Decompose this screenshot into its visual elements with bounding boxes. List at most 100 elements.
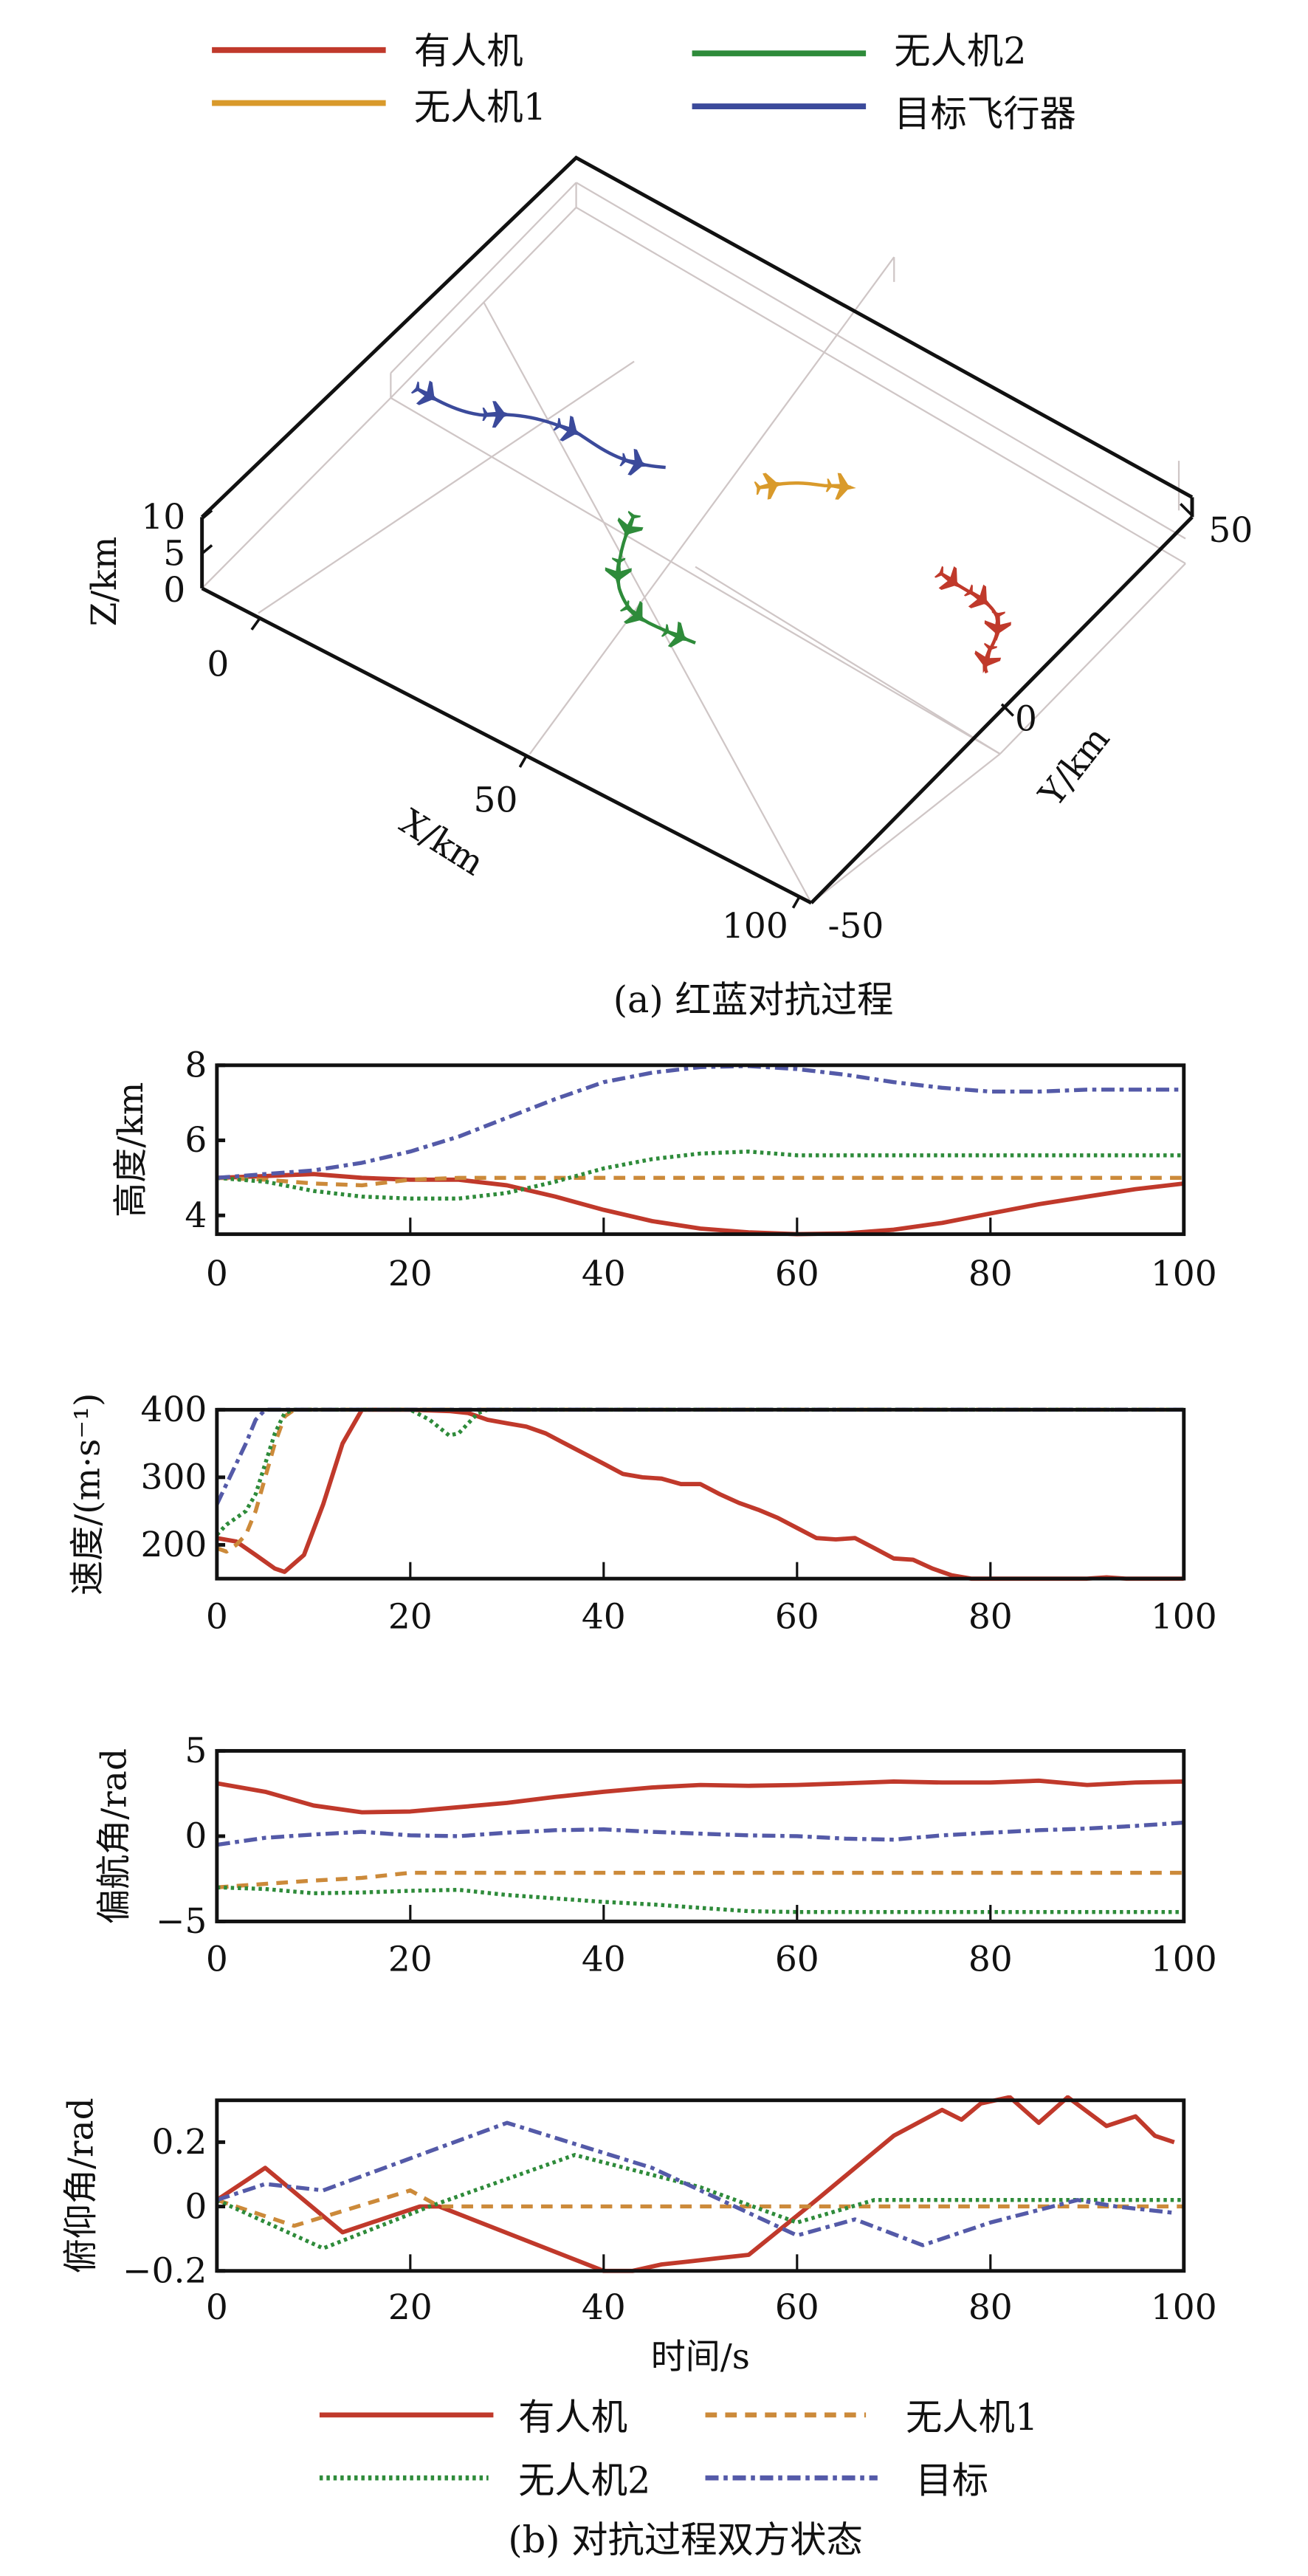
series-line-uav1 [216, 1175, 1184, 1188]
x-tick-label: 0 [206, 2287, 228, 2328]
aircraft-marker-target [619, 448, 650, 475]
aircraft-marker-uav1 [754, 473, 785, 500]
series-line-manned [216, 1172, 1184, 1237]
series-line-target [216, 1064, 1184, 1181]
z-tick-label-0: 0 [163, 570, 185, 611]
x-tick-label: 80 [968, 2287, 1013, 2328]
y-tick-label: 200 [140, 1525, 207, 1565]
aircraft-marker-manned [984, 611, 1011, 642]
y-tick-label: 5 [185, 1731, 207, 1771]
axis-box-back-edges [200, 155, 1194, 519]
y-tick-label-minus50: -50 [828, 906, 884, 947]
plot-frame [215, 1407, 1186, 1581]
y-axis-label: 速度/(m·s⁻¹) [68, 1393, 109, 1596]
series-line-target [216, 2120, 1175, 2247]
x-tick-label: 0 [206, 1940, 228, 1980]
y-tick-label: 0 [185, 2186, 207, 2227]
y-tick-label: 300 [140, 1457, 207, 1498]
x-tick-label: 0 [206, 1254, 228, 1294]
aircraft-marker-target [553, 416, 584, 442]
y-tick-label: 4 [185, 1195, 207, 1236]
y-tick-label: 0.2 [151, 2122, 207, 2163]
x-tick-label-50: 50 [474, 780, 518, 821]
x-tick-label: 80 [968, 1596, 1013, 1637]
z-tick-10 [201, 509, 213, 520]
y-tick-label: 400 [140, 1390, 207, 1430]
x-tick-label: 20 [388, 1254, 433, 1294]
legend-bottom-label-uav2: 无人机2 [518, 2459, 650, 2501]
y-tick-0 [1000, 703, 1015, 717]
x-tick-label-100: 100 [722, 906, 788, 947]
y-tick-label: 6 [185, 1120, 207, 1161]
grid-3d [201, 182, 1186, 904]
legend-top-label-uav2: 无人机2 [894, 30, 1026, 72]
x-tick-100 [791, 896, 801, 909]
series-line-manned [216, 2095, 1175, 2273]
x-tick-label-0: 0 [207, 645, 229, 685]
aircraft-marker-target [410, 380, 441, 405]
plot-3d: 0 50 100 -50 0 50 0 5 10 X/km Y/km Z/km … [84, 155, 1253, 1021]
legend-top-label-manned: 有人机 [414, 30, 523, 72]
y-tick-label: 8 [185, 1045, 207, 1086]
y-tick-label: 0 [185, 1816, 207, 1857]
series-line-manned [216, 1778, 1184, 1815]
caption-b: (b) 对抗过程双方状态 [508, 2518, 862, 2561]
y-tick-label-50: 50 [1208, 510, 1253, 551]
caption-a: (a) 红蓝对抗过程 [613, 978, 894, 1021]
x-tick-label: 100 [1151, 2287, 1217, 2328]
x-tick-label: 20 [388, 1596, 433, 1637]
x-tick-label: 20 [388, 2287, 433, 2328]
aircraft-marker-target [482, 401, 512, 428]
series-line-uav1 [216, 1407, 1184, 1554]
legend-top-label-target: 目标飞行器 [894, 92, 1076, 135]
y-tick-50 [1180, 503, 1194, 517]
z-axis-label: Z/km [84, 537, 125, 627]
y-axis-line [810, 515, 1194, 904]
x-tick-label: 100 [1151, 1940, 1217, 1980]
x-tick-label: 80 [968, 1940, 1013, 1980]
y-axis-label: 俯仰角/rad [61, 2098, 102, 2273]
series-line-uav2 [216, 1407, 1184, 1536]
x-tick-label: 40 [582, 2287, 626, 2328]
plot-frame [215, 1748, 1186, 1923]
legend-bottom: 有人机 无人机1 无人机2 目标 [319, 2396, 1038, 2501]
y-axis-label: 高度/km [111, 1082, 151, 1217]
legend-bottom-label-uav1: 无人机1 [906, 2396, 1038, 2439]
x-tick-label: 100 [1151, 1596, 1217, 1637]
series-line-uav2 [216, 1149, 1184, 1201]
aircraft-marker-manned [934, 566, 963, 590]
x-tick-label: 60 [775, 1940, 819, 1980]
panel-altitude: 0 20 40 60 80 100 4 6 8 高度/km [111, 1045, 1217, 1295]
aircraft-markers [410, 380, 1011, 673]
trajectory-target [426, 393, 666, 470]
x-tick-label: 60 [775, 2287, 819, 2328]
y-tick-label-0: 0 [1015, 699, 1037, 740]
series-line-target [216, 1820, 1184, 1847]
series-line-uav1 [216, 2188, 1184, 2228]
x-tick-label: 20 [388, 1940, 433, 1980]
panel-speed: 0 20 40 60 80 100 200 300 400 速度/(m·s⁻¹) [68, 1390, 1217, 1637]
z-tick-label-5: 5 [163, 533, 185, 574]
x-tick-0 [250, 617, 261, 631]
aircraft-marker-uav2 [617, 510, 644, 541]
series-line-uav2 [216, 2153, 1184, 2250]
x-tick-label: 0 [206, 1596, 228, 1637]
x-tick-50 [518, 755, 528, 768]
aircraft-marker-uav2 [619, 600, 648, 625]
z-tick-5 [201, 544, 213, 555]
legend-top-label-uav1: 无人机1 [414, 86, 546, 128]
series-line-target [216, 1407, 1184, 1505]
aircraft-marker-uav2 [605, 557, 632, 588]
series-line-uav1 [216, 1870, 1184, 1889]
aircraft-marker-uav1 [825, 473, 856, 500]
x-axis-line [201, 586, 813, 905]
plot-frame [215, 1063, 1186, 1237]
x-tick-label: 60 [775, 1254, 819, 1294]
legend-bottom-label-target: 目标 [915, 2459, 988, 2501]
x-tick-label: 40 [582, 1940, 626, 1980]
y-tick-label: −0.2 [123, 2250, 207, 2291]
x-axis-label-time: 时间/s [651, 2337, 750, 2377]
legend-top: 有人机 无人机2 无人机1 目标飞行器 [212, 30, 1076, 135]
x-tick-label: 60 [775, 1596, 819, 1637]
